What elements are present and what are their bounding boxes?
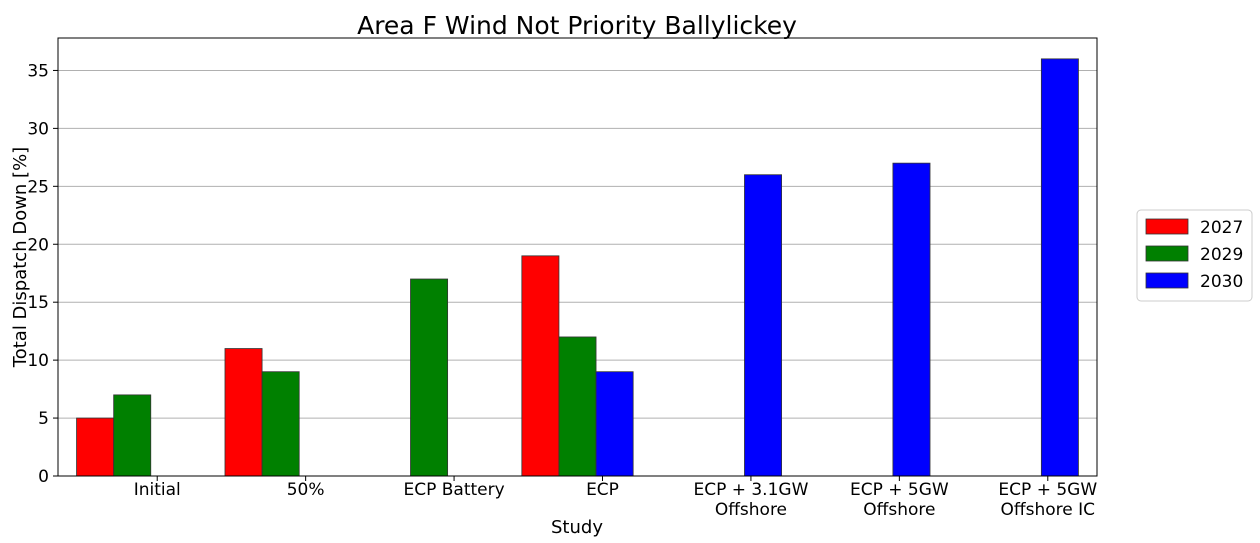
- legend-label-2030: 2030: [1200, 272, 1243, 292]
- plot-frame: [57, 37, 1098, 477]
- bar-2030-4: [744, 174, 782, 477]
- x-tick-label: Offshore: [863, 500, 935, 520]
- y-tick-label: 10: [27, 351, 49, 371]
- x-tick-label: 50%: [287, 480, 325, 500]
- x-tick-label: ECP: [586, 480, 619, 500]
- bar-2030-5: [892, 162, 931, 477]
- legend-label-2029: 2029: [1200, 245, 1243, 265]
- y-tick-label: 20: [27, 235, 49, 255]
- x-tick-label: ECP Battery: [403, 480, 504, 500]
- chart-title: Area F Wind Not Priority Ballylickey: [357, 11, 797, 40]
- y-tick-label: 35: [27, 61, 49, 81]
- legend-swatch-2027: [1145, 218, 1189, 235]
- legend-label-2027: 2027: [1200, 218, 1243, 238]
- legend: 2027 2029 2030: [1136, 209, 1253, 302]
- bar-2030-6: [1040, 58, 1079, 477]
- y-tick-label: 15: [27, 293, 49, 313]
- y-tick-labels: 0 5 10 15 20 25 30 35: [27, 61, 58, 487]
- bar-2029-2: [410, 278, 449, 477]
- x-tick-label: Initial: [134, 480, 181, 500]
- x-tick-label: ECP + 3.1GW: [693, 480, 808, 500]
- x-tick-label: Offshore IC: [1001, 500, 1096, 520]
- legend-swatch-2030: [1145, 272, 1189, 289]
- bar-2029-1: [261, 371, 300, 477]
- y-axis-label: Total Dispatch Down [%]: [10, 147, 31, 368]
- x-tick-labels: Initial 50% ECP Battery ECP ECP + 3.1GWOffsh…: [134, 476, 1097, 520]
- y-tick-label: 5: [38, 409, 49, 429]
- x-tick-label: Offshore: [715, 500, 787, 520]
- legend-swatch-2029: [1145, 245, 1189, 262]
- y-tick-label: 25: [27, 177, 49, 197]
- x-axis-label: Study: [551, 517, 603, 538]
- bar-2030-3: [595, 371, 634, 477]
- bar-2029-3: [558, 336, 597, 477]
- bar-2027-0: [76, 417, 115, 477]
- y-tick-label: 0: [38, 467, 49, 487]
- x-tick-label: ECP + 5GW: [850, 480, 949, 500]
- bars: [76, 58, 1079, 477]
- x-tick-label: ECP + 5GW: [998, 480, 1097, 500]
- bar-2027-1: [224, 348, 263, 477]
- y-tick-label: 30: [27, 119, 49, 139]
- bar-2029-0: [113, 394, 152, 477]
- bar-2027-3: [521, 255, 560, 477]
